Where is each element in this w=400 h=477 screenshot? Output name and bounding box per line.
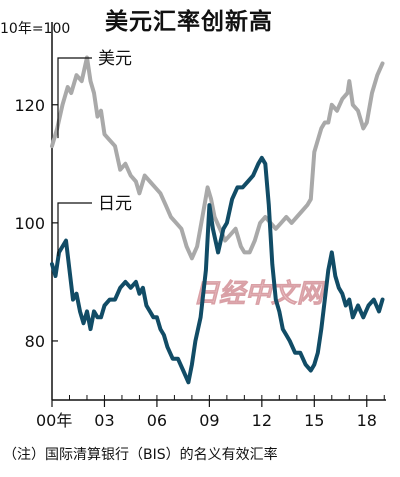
series-line-2 bbox=[50, 155, 385, 385]
series-label-leader-1 bbox=[57, 57, 92, 139]
chart-title: 美元汇率创新高 bbox=[105, 9, 273, 35]
series-label-1: 美元 bbox=[98, 49, 132, 69]
x-tick-label-2003: 03 bbox=[94, 411, 114, 430]
y-tick-label-100: 100 bbox=[14, 214, 45, 233]
x-tick-label-2000: 00年 bbox=[36, 411, 72, 430]
watermark: 日经中文网 bbox=[193, 279, 327, 309]
x-tick-label-2012: 12 bbox=[252, 411, 272, 430]
y-tick-label-120: 120 bbox=[14, 96, 45, 115]
x-tick-label-2006: 06 bbox=[147, 411, 167, 430]
x-tick-label-2015: 15 bbox=[304, 411, 324, 430]
series-line-1 bbox=[50, 55, 385, 261]
x-tick-label-2018: 18 bbox=[357, 411, 377, 430]
footnote: （注）国际清算银行（BIS）的名义有效汇率 bbox=[3, 447, 278, 463]
series-label-leader-2 bbox=[57, 202, 92, 257]
x-tick-label-2009: 09 bbox=[199, 411, 219, 430]
series-label-2: 日元 bbox=[98, 194, 132, 214]
y-tick-label-80: 80 bbox=[25, 332, 45, 351]
